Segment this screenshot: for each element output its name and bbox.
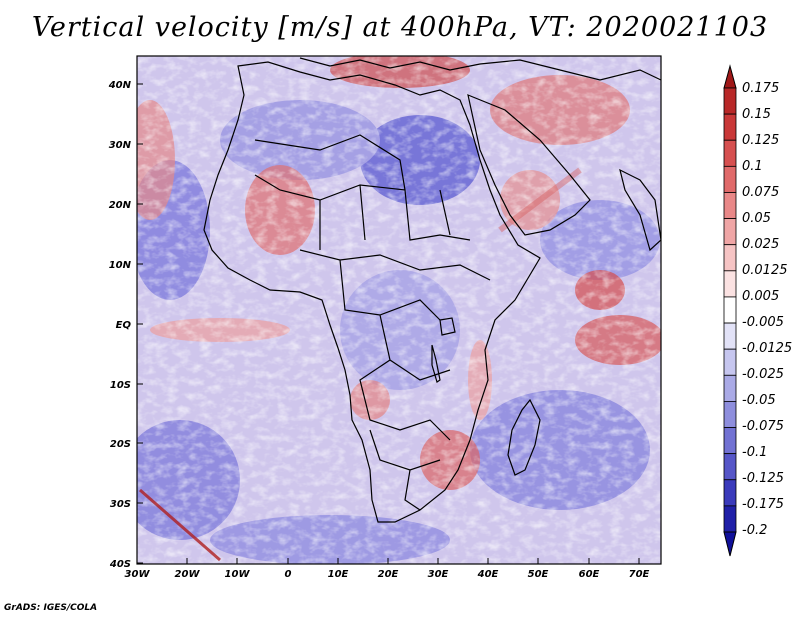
colorbar-segments (723, 87, 737, 533)
coastlines (203, 57, 661, 523)
lon-label: 40E (477, 569, 499, 580)
field-texture (137, 56, 661, 564)
lat-label: 10S (110, 380, 131, 391)
streak-line (139, 488, 221, 562)
colorbar-top-arrow (723, 64, 737, 89)
lon-label: 10E (328, 569, 349, 580)
lon-label: 20E (378, 569, 399, 580)
lon-label: 30W (125, 569, 151, 580)
colorbar-label: 0.005 (742, 289, 779, 304)
lon-label: 30E (428, 569, 449, 580)
colorbar-label: -0.1 (742, 445, 767, 460)
colorbar: 0.175 0.15 0.125 0.1 0.075 0.05 0.025 0.… (723, 64, 792, 557)
colorbar-labels: 0.175 0.15 0.125 0.1 0.075 0.05 0.025 0.… (742, 81, 792, 538)
colorbar-label: -0.175 (742, 497, 784, 512)
colorbar-label: 0.1 (742, 159, 763, 174)
colorbar-segment (723, 322, 737, 350)
colorbar-segment (723, 401, 737, 428)
lon-label: 20W (175, 569, 201, 580)
india-coast (619, 168, 661, 252)
colorbar-segment (723, 296, 737, 324)
grads-credit: GrADS: IGES/COLA (4, 603, 98, 613)
borders-north (254, 134, 471, 250)
colorbar-segment (723, 374, 737, 402)
lat-label: 40S (109, 559, 131, 570)
lat-label: 10N (109, 260, 132, 271)
velocity-field (137, 56, 661, 564)
colorbar-segment (723, 218, 737, 246)
lat-label: 30S (110, 499, 131, 510)
lon-label: 60E (579, 569, 600, 580)
colorbar-segment (723, 165, 737, 193)
lat-label: 20S (110, 439, 131, 450)
lat-label: 40N (108, 80, 132, 91)
plot-frame (136, 55, 662, 565)
lon-label: 10W (225, 569, 251, 580)
lake-tanganyika (431, 344, 441, 383)
colorbar-segment (723, 453, 737, 481)
borders-central (299, 249, 491, 441)
colorbar-label: 0.05 (742, 211, 771, 226)
lon-label: 0 (285, 569, 292, 580)
colorbar-segment (723, 192, 737, 219)
colorbar-segment (723, 87, 737, 115)
colorbar-label: -0.05 (742, 393, 776, 408)
lat-label: 30N (109, 140, 132, 151)
colorbar-segment (723, 113, 737, 141)
lon-label: 50E (528, 569, 549, 580)
europe-coast (299, 57, 661, 81)
lon-axis: 30W 20W 10W 0 10E 20E 30E 40E 50E 60E 70… (125, 558, 650, 580)
colorbar-segment (723, 139, 737, 167)
colorbar-label: 0.15 (742, 107, 771, 122)
lat-axis: 40N 30N 20N 10N EQ 10S 20S 30S 40S (108, 80, 143, 570)
colorbar-segment (723, 505, 737, 533)
colorbar-label: -0.005 (742, 315, 784, 330)
lake-victoria (439, 317, 456, 336)
colorbar-segment (723, 479, 737, 507)
colorbar-label: 0.075 (742, 185, 779, 200)
lat-label: EQ (116, 320, 132, 331)
colorbar-label: 0.175 (742, 81, 779, 96)
borders-south (369, 429, 441, 511)
map-title: Vertical velocity [m/s] at 400hPa, VT: 2… (31, 12, 769, 43)
colorbar-label: -0.0125 (742, 341, 792, 356)
lon-label: 70E (629, 569, 650, 580)
madagascar-coast (507, 398, 541, 476)
colorbar-label: -0.025 (742, 367, 784, 382)
colorbar-segment (723, 270, 737, 298)
colorbar-label: 0.125 (742, 133, 779, 148)
colorbar-segment (723, 427, 737, 455)
colorbar-segment (723, 244, 737, 272)
colorbar-label: -0.2 (742, 523, 767, 538)
colorbar-label: 0.0125 (742, 263, 788, 278)
colorbar-label: -0.075 (742, 419, 784, 434)
colorbar-label: 0.025 (742, 237, 779, 252)
colorbar-label: -0.125 (742, 471, 784, 486)
lat-label: 20N (109, 200, 132, 211)
colorbar-bottom-arrow (723, 531, 737, 557)
arabia-coast (467, 94, 591, 236)
colorbar-segment (723, 348, 737, 376)
